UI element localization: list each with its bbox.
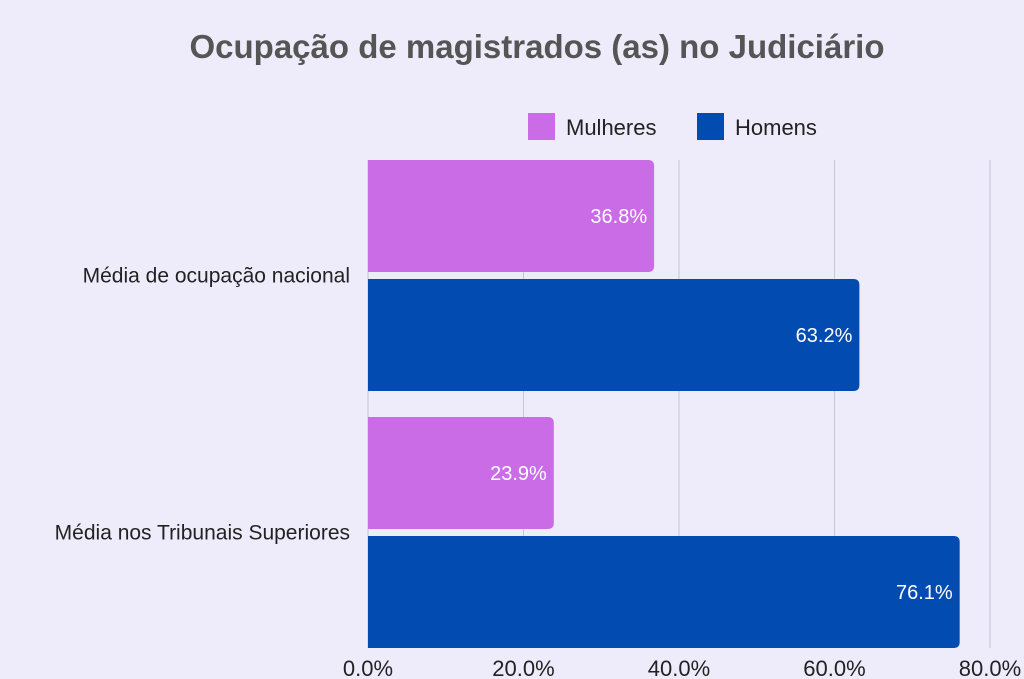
value-label-mulheres-media-de-ocupacao-nacional: 36.8% [590,206,647,228]
value-label-homens-media-nos-tribunais-superiores: 76.1% [896,582,953,604]
bar-mulheres-media-de-ocupacao-nacional [368,160,655,272]
chart-title: Ocupação de magistrados (as) no Judiciár… [189,28,884,65]
legend-swatch-homens [697,113,724,140]
chart-legend: Mulheres Homens [528,113,817,140]
value-label-homens-media-de-ocupacao-nacional: 63.2% [796,325,853,347]
x-axis-ticks: 0.0% 20.0% 40.0% 60.0% 80.0% [343,656,1021,679]
bar-mulheres-media-nos-tribunais-superiores [368,417,554,529]
category-label-media-nos-tribunais-superiores: Média nos Tribunais Superiores [55,522,350,545]
x-tick-label: 40.0% [648,656,710,679]
bar-homens-media-de-ocupacao-nacional [368,279,860,391]
x-tick-label: 60.0% [803,656,865,679]
legend-swatch-mulheres [528,113,555,140]
category-labels: Média de ocupação nacional Média nos Trib… [55,265,350,545]
legend-label-homens: Homens [735,115,817,140]
legend-label-mulheres: Mulheres [566,115,656,140]
category-label-media-de-ocupacao-nacional: Média de ocupação nacional [83,265,350,288]
x-tick-label: 20.0% [492,656,554,679]
value-labels: 36.8% 63.2% 23.9% 76.1% [490,206,953,604]
x-tick-label: 80.0% [959,656,1021,679]
x-tick-label: 0.0% [343,656,393,679]
bar-homens-media-nos-tribunais-superiores [368,536,960,648]
value-label-mulheres-media-nos-tribunais-superiores: 23.9% [490,463,547,485]
bars [368,160,960,648]
